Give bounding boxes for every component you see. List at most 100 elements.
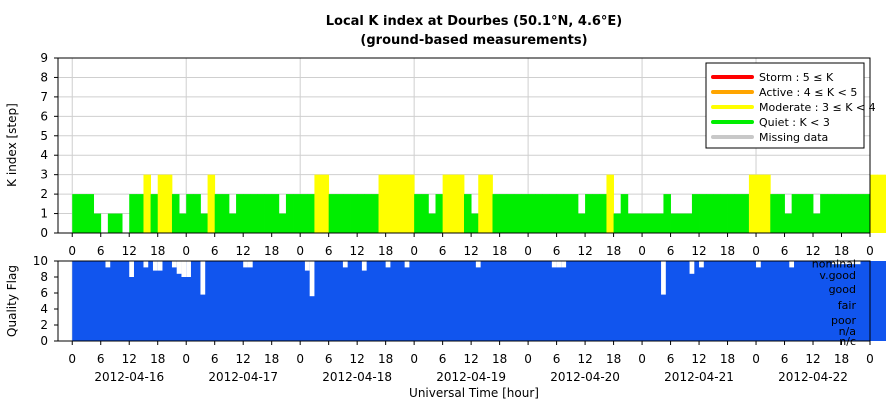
quality-x-tick-label: 0 <box>524 352 532 366</box>
k-index-bar <box>79 194 87 233</box>
date-label: 2012-04-19 <box>436 370 506 384</box>
k-index-bar <box>278 213 287 233</box>
k-index-y-tick-label: 0 <box>40 226 48 240</box>
quality-y-tick-label: 0 <box>40 334 48 348</box>
k-index-bar <box>157 174 166 233</box>
date-label: 2012-04-20 <box>550 370 620 384</box>
k-index-bar <box>656 213 664 233</box>
k-index-frame <box>57 57 871 234</box>
quality-bar-dip <box>551 261 557 268</box>
k-index-bar <box>321 174 330 233</box>
k-index-bar <box>820 194 828 233</box>
date-label: 2012-04-21 <box>664 370 734 384</box>
k-index-bar <box>763 174 771 233</box>
quality-x-tick-label: 18 <box>492 352 507 366</box>
k-index-y-tick-label: 2 <box>40 187 48 201</box>
quality-x-tick-label: 18 <box>834 352 849 366</box>
k-index-bar <box>456 174 465 233</box>
quality-x-tick-label: 0 <box>866 352 874 366</box>
quality-bar-dip <box>689 261 695 274</box>
k-index-x-tick-label: 12 <box>577 244 592 258</box>
date-label: 2012-04-16 <box>94 370 164 384</box>
quality-bar-dip <box>404 261 410 268</box>
quality-bar-block <box>72 261 886 341</box>
k-index-x-tick-label: 6 <box>325 244 333 258</box>
k-index-bar <box>264 194 273 233</box>
k-index-bar <box>392 174 401 233</box>
quality-x-tick-label: 12 <box>236 352 251 366</box>
k-index-bar <box>549 194 557 233</box>
k-index-bar <box>855 194 864 233</box>
quality-x-tick-label: 6 <box>211 352 219 366</box>
legend-label: Missing data <box>759 131 828 144</box>
quality-x-tick-label: 6 <box>553 352 561 366</box>
quality-bar-dip <box>385 261 391 268</box>
quality-bar-dip <box>561 261 567 268</box>
quality-x-tick-label: 6 <box>781 352 789 366</box>
k-index-bar <box>805 194 814 233</box>
k-index-bar <box>741 194 750 233</box>
quality-y-tick-label: 4 <box>40 302 48 316</box>
quality-x-tick-label: 0 <box>182 352 190 366</box>
k-index-bar <box>485 174 493 233</box>
k-index-x-tick-label: 18 <box>150 244 165 258</box>
k-index-bar <box>492 194 501 233</box>
k-index-y-tick-label: 5 <box>40 129 48 143</box>
k-index-x-tick-label: 0 <box>296 244 304 258</box>
k-index-bar <box>428 213 436 233</box>
k-index-x-tick-label: 12 <box>805 244 820 258</box>
k-index-bar <box>464 194 472 233</box>
quality-y-ticks: 0 2 4 6 8 10 <box>33 254 58 348</box>
k-index-bar <box>171 194 180 233</box>
k-index-bar <box>285 194 294 233</box>
k-index-x-tick-label: 12 <box>350 244 365 258</box>
k-index-x-tick-label: 6 <box>553 244 561 258</box>
quality-x-tick-label: 18 <box>606 352 621 366</box>
quality-bar-dip <box>836 261 842 265</box>
k-index-bar <box>350 194 358 233</box>
k-index-bar <box>342 194 351 233</box>
quality-bar-dip <box>157 261 163 271</box>
k-index-bar <box>407 174 415 233</box>
quality-bar-dip <box>200 261 206 295</box>
k-index-bar <box>257 194 265 233</box>
k-index-y-tick-label: 4 <box>40 148 48 162</box>
date-label: 2012-04-18 <box>322 370 392 384</box>
k-index-y-axis-label: K index [step] <box>5 103 19 187</box>
k-index-x-tick-label: 18 <box>720 244 735 258</box>
k-index-bar <box>357 194 365 233</box>
quality-level-label: v.good <box>819 269 856 282</box>
k-index-x-tick-label: 18 <box>834 244 849 258</box>
k-index-bar <box>870 174 878 233</box>
k-index-bar <box>136 194 144 233</box>
k-index-bar <box>642 213 650 233</box>
k-index-bar <box>528 194 536 233</box>
k-index-bar <box>663 194 671 233</box>
quality-y-tick-label: 8 <box>40 270 48 284</box>
k-index-y-ticks: 0 1 2 3 4 5 6 7 8 9 <box>40 51 58 240</box>
k-index-x-tick-label: 6 <box>781 244 789 258</box>
k-index-bar <box>236 194 244 233</box>
k-index-x-ticks: 0 6 12 18 0 6 12 18 0 6 12 18 0 6 12 18 0 6 12 18 0 6 12 18 0 6 12… <box>68 233 874 258</box>
k-index-bar <box>877 174 885 233</box>
k-index-bar <box>385 174 394 233</box>
k-index-bar <box>478 174 486 233</box>
k-index-bar <box>364 194 372 233</box>
k-index-bar <box>513 194 522 233</box>
quality-x-ticks: 0 6 12 18 0 6 12 18 0 6 12 18 0 6 12 18 0 6 12 18 0 6 12 18 0 6 12… <box>68 341 874 366</box>
k-index-bar <box>677 213 686 233</box>
k-index-bar <box>770 194 778 233</box>
k-index-bar <box>884 174 886 233</box>
quality-bar-dip <box>243 261 248 268</box>
quality-bar-dip <box>176 261 182 274</box>
k-index-x-tick-label: 0 <box>638 244 646 258</box>
k-index-bar <box>720 194 728 233</box>
quality-x-tick-label: 18 <box>378 352 393 366</box>
k-index-bar <box>756 174 764 233</box>
k-index-bar <box>713 194 721 233</box>
k-index-bar <box>699 194 707 233</box>
k-index-bar <box>449 174 458 233</box>
k-index-bar <box>150 194 159 233</box>
quality-y-tick-label: 10 <box>33 254 48 268</box>
k-index-bar <box>542 194 550 233</box>
